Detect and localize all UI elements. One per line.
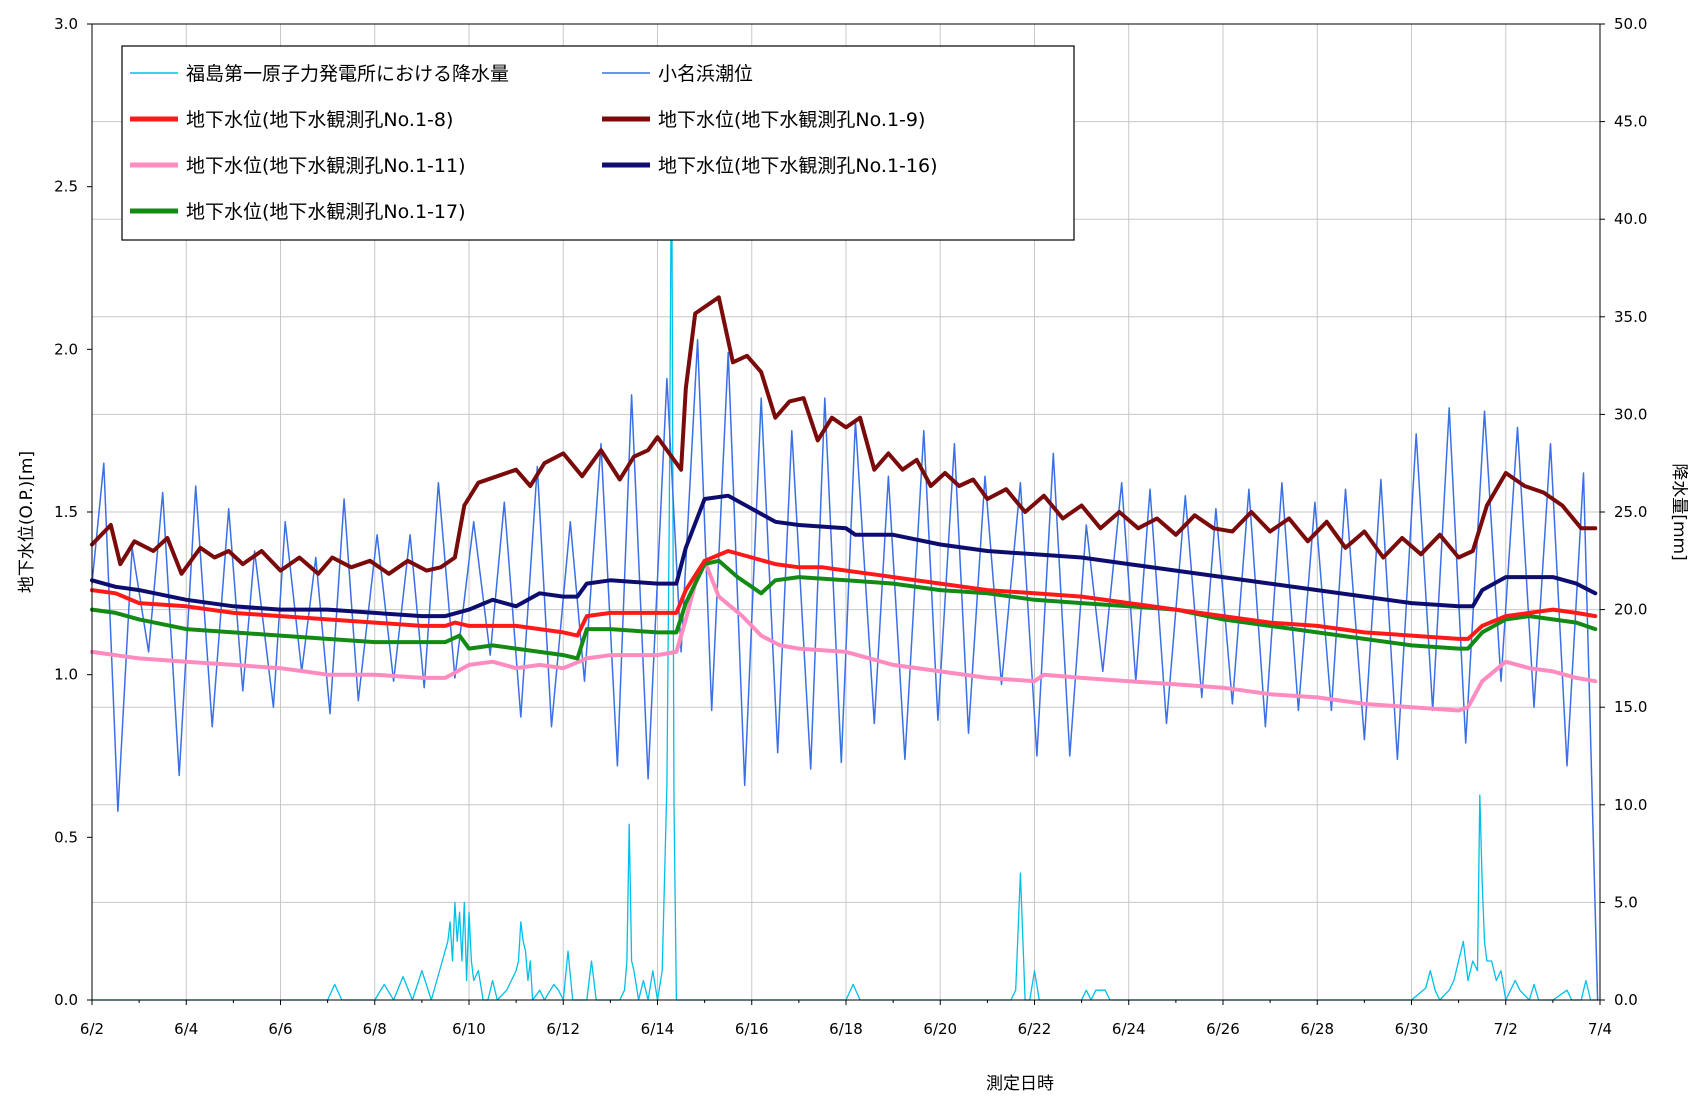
x-tick-label: 6/16 (735, 1020, 769, 1038)
x-tick-label: 6/24 (1112, 1020, 1146, 1038)
legend-label: 地下水位(地下水観測孔No.1-11) (186, 155, 466, 177)
y-right-tick-label: 10.0 (1614, 796, 1647, 814)
legend: 福島第一原子力発電所における降水量 小名浜潮位地下水位(地下水観測孔No.1-8)… (121, 45, 1075, 241)
y-right-tick-label: 50.0 (1614, 15, 1647, 33)
y-left-tick-label: 0.5 (54, 828, 78, 846)
x-tick-label: 6/26 (1206, 1020, 1240, 1038)
y-right-tick-label: 35.0 (1614, 308, 1647, 326)
legend-label: 福島第一原子力発電所における降水量 (186, 63, 509, 85)
x-tick-label: 7/2 (1494, 1020, 1518, 1038)
x-axis-title: 測定日時 (986, 1074, 1054, 1094)
x-tick-label: 6/20 (923, 1020, 957, 1038)
x-tick-label: 6/8 (363, 1020, 387, 1038)
x-tick-label: 6/6 (268, 1020, 292, 1038)
legend-label: 地下水位(地下水観測孔No.1-16) (658, 155, 938, 177)
y-right-tick-label: 15.0 (1614, 698, 1647, 716)
tick-layer: 6/2 6/4 6/6 6/8 6/10 6/12 6/14 6/16 6/18 6/20 6/22… (54, 15, 1647, 1038)
legend-label: 地下水位(地下水観測孔No.1-8) (186, 109, 453, 131)
x-tick-label: 6/14 (641, 1020, 675, 1038)
x-tick-label: 6/4 (174, 1020, 198, 1038)
x-tick-label: 6/2 (80, 1020, 104, 1038)
series-line-5 (90, 558, 1598, 713)
y-right-tick-label: 30.0 (1614, 405, 1647, 423)
y-right-tick-label: 5.0 (1614, 893, 1638, 911)
y-axis-left-title: 地下水位(O.P.)[m] (17, 451, 37, 593)
x-tick-label: 6/28 (1300, 1020, 1334, 1038)
y-left-tick-label: 0.0 (54, 991, 78, 1009)
legend-label: 地下水位(地下水観測孔No.1-17) (186, 201, 466, 223)
series-line-7 (90, 558, 1598, 661)
x-tick-label: 6/10 (452, 1020, 486, 1038)
y-left-tick-label: 1.5 (54, 503, 78, 521)
y-right-tick-label: 25.0 (1614, 503, 1647, 521)
y-right-tick-label: 0.0 (1614, 991, 1638, 1009)
y-left-tick-label: 2.0 (54, 340, 78, 358)
y-right-tick-label: 40.0 (1614, 210, 1647, 228)
y-left-tick-label: 3.0 (54, 15, 78, 33)
legend-label: 小名浜潮位 (658, 63, 753, 85)
x-tick-label: 6/22 (1018, 1020, 1052, 1038)
series-line-6 (90, 493, 1598, 619)
series-line-1 (91, 120, 1599, 1001)
series-line-4 (90, 295, 1598, 576)
series-layer (90, 120, 1599, 1001)
series-line-3 (90, 549, 1598, 641)
y-axis-right-title: 降水量[mm] (1669, 463, 1688, 560)
legend-box (121, 45, 1075, 241)
legend-label: 地下水位(地下水観測孔No.1-9) (658, 109, 925, 131)
x-tick-label: 7/4 (1588, 1020, 1612, 1038)
y-left-tick-label: 2.5 (54, 178, 78, 196)
x-tick-label: 6/30 (1395, 1020, 1429, 1038)
y-right-tick-label: 45.0 (1614, 113, 1647, 131)
x-tick-label: 6/12 (546, 1020, 580, 1038)
y-left-tick-label: 1.0 (54, 666, 78, 684)
x-tick-label: 6/18 (829, 1020, 863, 1038)
y-right-tick-label: 20.0 (1614, 601, 1647, 619)
